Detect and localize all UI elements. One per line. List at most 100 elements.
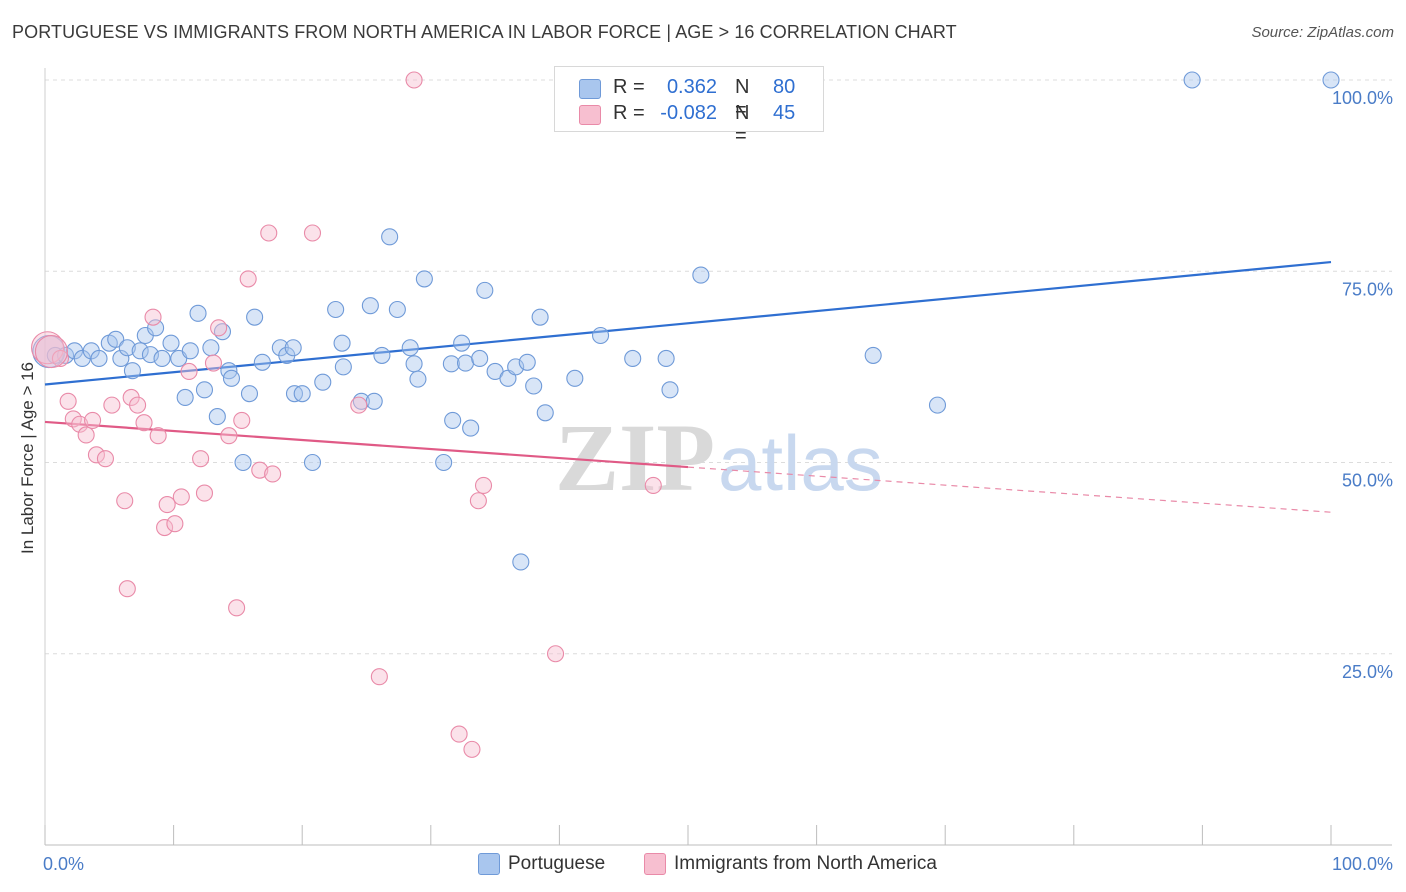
legend-n-value: 45	[773, 102, 796, 124]
point-portuguese	[90, 349, 108, 368]
point-portuguese	[162, 334, 180, 352]
point-immigrants	[71, 415, 89, 433]
legend-swatch-portuguese	[579, 79, 601, 99]
point-portuguese	[657, 349, 675, 368]
point-immigrants	[192, 450, 210, 468]
point-immigrants	[220, 427, 238, 445]
legend-label-immigrants: Immigrants from North America	[674, 853, 937, 874]
point-immigrants	[180, 362, 198, 381]
point-portuguese	[176, 388, 194, 407]
trend-line-portuguese	[44, 260, 1332, 386]
point-portuguese	[246, 308, 264, 326]
point-portuguese	[253, 353, 271, 371]
data-points	[31, 71, 1340, 758]
point-immigrants	[166, 515, 184, 533]
point-portuguese	[333, 334, 351, 352]
point-portuguese	[462, 419, 480, 437]
legend-swatch-portuguese	[478, 853, 500, 875]
point-immigrants	[144, 308, 162, 326]
axes	[44, 68, 1392, 846]
watermark-zip: ZIP	[555, 404, 715, 511]
point-immigrants	[84, 411, 102, 429]
point-portuguese	[928, 396, 947, 414]
trend-line-immigrants	[44, 420, 689, 469]
point-portuguese	[624, 349, 642, 368]
point-portuguese	[112, 349, 130, 368]
point-portuguese	[147, 319, 165, 337]
point-portuguese	[327, 300, 345, 319]
point-immigrants	[118, 580, 136, 598]
point-immigrants	[260, 224, 278, 242]
point-portuguese	[388, 300, 406, 319]
legend-n-label: N =	[735, 76, 750, 121]
point-portuguese	[303, 453, 322, 472]
point-immigrants	[59, 392, 77, 410]
trend-line-immigrants-extension	[687, 466, 1332, 513]
y-tick-label: 75.0%	[1342, 279, 1393, 299]
point-immigrants	[450, 725, 468, 743]
point-portuguese	[518, 353, 536, 371]
point-portuguese	[442, 355, 460, 373]
point-portuguese	[476, 281, 494, 299]
point-portuguese	[536, 404, 554, 422]
point-portuguese	[566, 369, 584, 387]
point-portuguese	[222, 369, 241, 387]
point-portuguese	[314, 373, 332, 391]
point-immigrants	[172, 488, 190, 506]
point-portuguese	[208, 408, 226, 426]
point-immigrants	[303, 224, 322, 242]
point-portuguese	[123, 362, 141, 380]
point-immigrants	[264, 465, 282, 483]
point-portuguese	[661, 381, 679, 399]
point-portuguese	[444, 411, 462, 429]
y-tick-label: 50.0%	[1342, 471, 1393, 491]
point-immigrants	[463, 740, 481, 758]
trend-lines	[44, 260, 1332, 513]
point-immigrants	[405, 71, 423, 89]
point-portuguese	[692, 266, 710, 284]
point-portuguese	[456, 354, 475, 372]
point-portuguese	[1183, 71, 1201, 89]
point-immigrants	[135, 414, 153, 432]
point-immigrants	[233, 411, 251, 429]
legend-r-value: 0.362	[666, 76, 717, 98]
point-immigrants	[158, 496, 176, 514]
point-immigrants	[149, 427, 167, 445]
chart-source: Source: ZipAtlas.com	[1251, 24, 1394, 41]
point-immigrants	[251, 461, 269, 479]
point-portuguese	[365, 392, 383, 410]
legend-n-value: 80	[773, 76, 796, 98]
correlation-legend: R = 0.362 N = 80 R = -0.082 N = 45	[554, 66, 824, 147]
point-portuguese	[153, 349, 171, 368]
point-immigrants	[34, 335, 68, 369]
point-portuguese	[405, 355, 423, 373]
point-portuguese	[240, 385, 259, 403]
point-portuguese	[107, 330, 125, 348]
legend-n-label: N =	[735, 102, 750, 147]
point-portuguese	[401, 339, 419, 357]
point-immigrants	[103, 396, 121, 414]
point-immigrants	[228, 599, 246, 617]
point-immigrants	[116, 492, 134, 510]
point-portuguese	[202, 339, 220, 357]
point-portuguese	[334, 358, 352, 376]
legend-label-portuguese: Portuguese	[508, 853, 606, 874]
point-portuguese	[471, 349, 489, 368]
point-immigrants	[350, 396, 368, 414]
point-portuguese	[284, 339, 302, 357]
point-immigrants	[239, 270, 257, 288]
point-immigrants	[370, 668, 388, 686]
point-immigrants	[469, 492, 487, 510]
point-portuguese	[525, 377, 543, 395]
point-portuguese	[234, 453, 252, 472]
grid-lines	[45, 79, 1392, 655]
point-immigrants	[156, 518, 174, 537]
legend-r-label: R =	[613, 76, 645, 98]
point-portuguese	[531, 308, 549, 326]
point-immigrants	[644, 476, 662, 495]
point-immigrants	[77, 426, 95, 444]
point-immigrants	[51, 349, 69, 368]
point-portuguese	[57, 346, 75, 364]
point-portuguese	[1322, 71, 1340, 89]
y-tick-label: 100.0%	[1332, 88, 1393, 108]
